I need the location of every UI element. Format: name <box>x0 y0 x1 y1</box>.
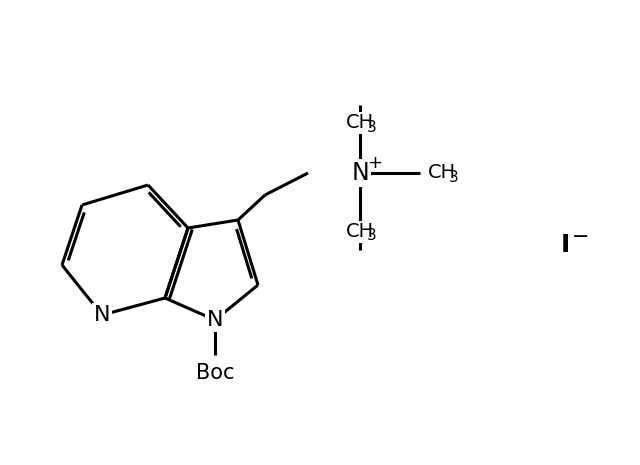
Text: 3: 3 <box>449 171 459 186</box>
Text: Boc: Boc <box>196 363 234 383</box>
Text: CH: CH <box>346 113 374 133</box>
Text: N: N <box>93 305 110 325</box>
Text: I: I <box>561 233 570 257</box>
Text: 3: 3 <box>367 228 377 244</box>
Text: CH: CH <box>428 164 456 182</box>
Text: CH: CH <box>346 222 374 241</box>
Text: +: + <box>367 154 383 172</box>
Text: N: N <box>207 310 223 330</box>
Text: N: N <box>351 161 369 185</box>
Text: −: − <box>572 227 589 247</box>
Text: 3: 3 <box>367 120 377 134</box>
